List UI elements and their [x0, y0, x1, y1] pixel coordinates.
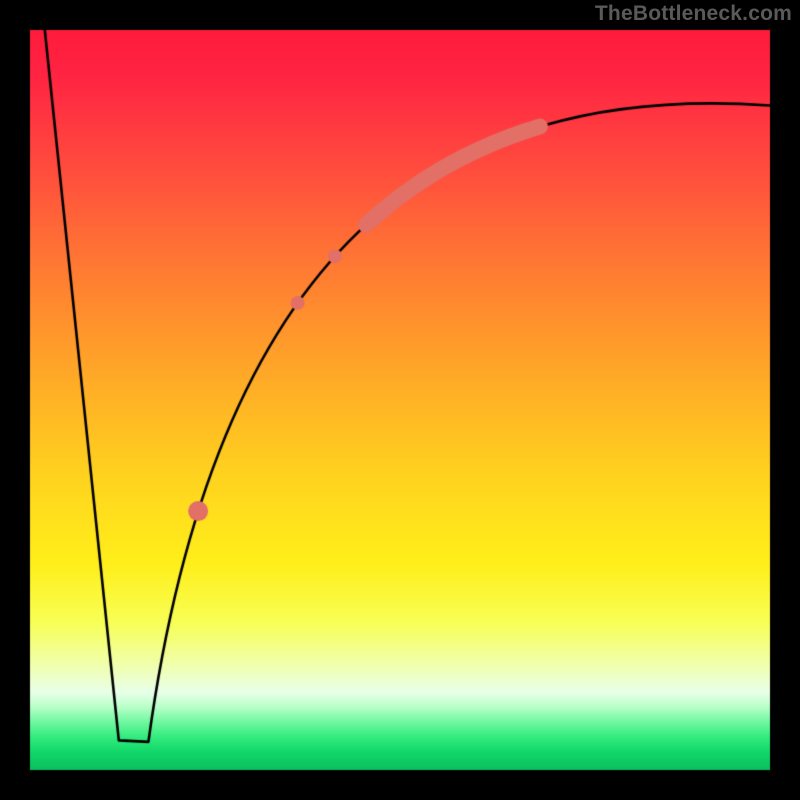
gradient-chart-canvas: [0, 0, 800, 800]
chart-container: TheBottleneck.com: [0, 0, 800, 800]
watermark-label: TheBottleneck.com: [595, 2, 792, 26]
